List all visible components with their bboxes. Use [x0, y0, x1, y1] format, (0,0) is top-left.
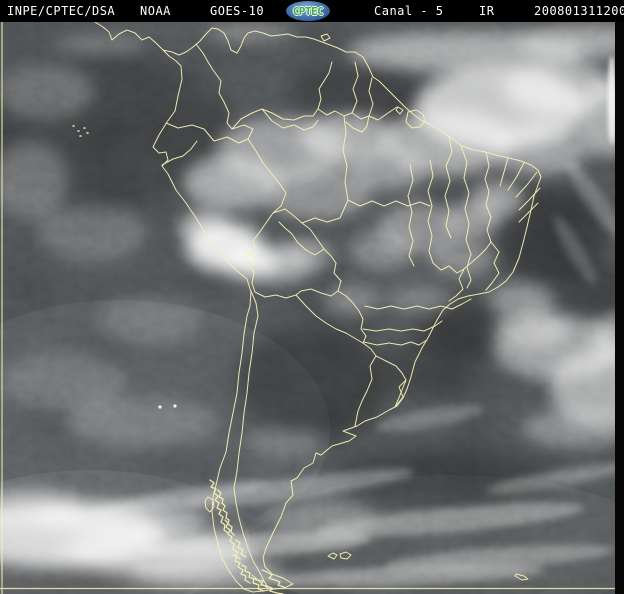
channel-label: Canal - 5 [374, 4, 444, 18]
timestamp-label: 200801311200 [534, 4, 624, 18]
falkland-islands [327, 551, 352, 560]
edge-bright-streak [607, 56, 617, 144]
grain-texture [0, 22, 624, 594]
cptec-logo: CPTEC [286, 1, 330, 21]
fjord-coast-detail [209, 479, 285, 594]
coastline [94, 21, 542, 593]
galapagos-islands [72, 125, 89, 137]
map-frame-lines [0, 22, 616, 594]
band-label: IR [479, 4, 495, 18]
bright-specks [158, 404, 177, 409]
satellite-label: GOES-10 [210, 4, 265, 18]
cptec-logo-text: CPTEC [292, 4, 324, 18]
south-georgia-island [514, 573, 529, 581]
country-borders [72, 21, 542, 594]
right-edge-strip [615, 22, 624, 594]
agency-label: INPE/CPTEC/DSA [7, 4, 116, 18]
noaa-label: NOAA [140, 4, 171, 18]
